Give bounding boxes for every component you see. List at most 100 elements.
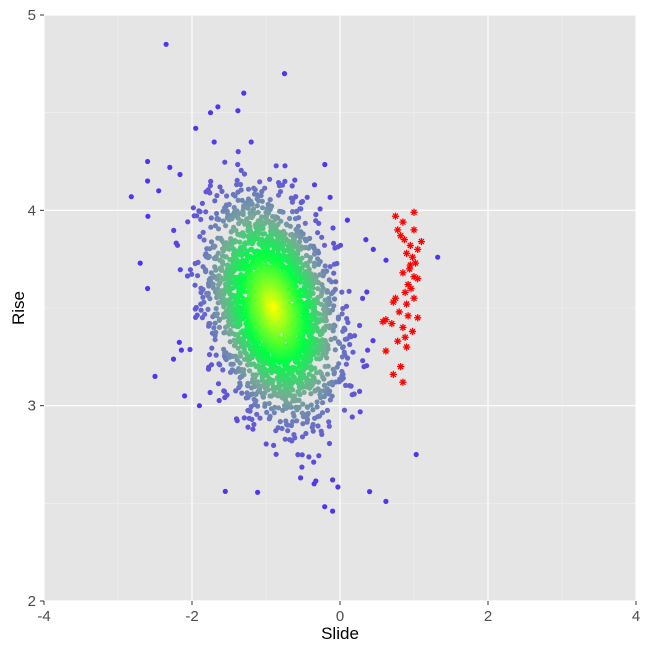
data-point [244,390,250,396]
data-point [298,475,304,481]
data-point [281,248,287,255]
data-point [260,225,266,232]
data-point [208,178,214,184]
data-point [212,243,218,249]
data-point [268,224,274,230]
data-point [282,231,288,237]
data-point [350,349,356,355]
data-point [315,294,321,301]
data-point [277,419,283,425]
data-point [221,388,227,394]
data-point [282,178,288,184]
data-point [339,289,345,295]
data-point [265,355,271,361]
data-point [343,361,349,367]
asterisk-stroke [403,250,410,257]
data-point [259,214,265,220]
y-axis-ticks: 2 3 4 5 [28,7,44,610]
x-tick-label: 4 [632,608,640,625]
data-point [345,319,351,326]
data-point [332,245,338,251]
data-point [213,329,219,335]
data-point [260,364,266,370]
data-point [207,296,213,302]
highlight-point [400,236,408,244]
data-point [200,229,206,235]
data-point [347,383,353,389]
data-point [301,389,307,395]
data-point [435,254,441,260]
data-point [223,223,229,229]
data-point [247,408,253,414]
data-point [222,329,228,335]
data-point [331,261,337,267]
data-point [203,209,209,215]
data-point [328,291,334,297]
data-point [184,273,191,279]
data-point [311,182,318,188]
data-point [195,273,201,279]
data-point [322,504,328,510]
data-point [185,219,191,225]
highlight-point [399,378,407,386]
data-point [226,201,232,207]
data-point [262,401,268,407]
asterisk-stroke [411,273,417,280]
data-point [357,388,363,394]
highlight-points [379,208,425,386]
data-point [194,312,200,318]
data-point [288,232,294,238]
data-point [145,213,151,219]
data-point [319,234,325,240]
data-point [255,379,261,385]
data-point [303,252,310,259]
data-point [176,339,182,345]
highlight-point [394,226,402,234]
data-point [237,350,243,356]
data-point [215,381,222,387]
data-point [365,347,371,353]
data-point [241,245,247,251]
data-point [281,71,288,77]
data-point [328,336,334,343]
data-point [357,409,363,415]
asterisk-stroke [399,324,406,331]
data-point [342,336,348,342]
highlight-point [389,370,397,378]
data-point [339,311,345,317]
data-point [235,189,241,195]
data-point [276,365,282,371]
highlight-point [397,363,405,371]
data-point [212,198,218,204]
data-point [275,405,282,411]
data-point [315,286,321,292]
data-point [361,364,367,370]
y-tick-label: 4 [28,202,36,219]
data-point [250,426,256,432]
data-point [182,393,188,399]
highlight-point [379,318,387,326]
data-point [327,194,333,200]
data-point [260,382,266,388]
data-point [227,339,233,345]
data-point [263,441,269,447]
data-point [292,177,298,183]
data-point [219,188,225,194]
y-tick-label: 5 [28,7,36,24]
data-point [321,242,328,248]
data-point [178,347,184,353]
data-point [217,362,223,368]
data-point [289,199,295,205]
data-point [205,306,211,312]
data-point [237,181,244,188]
data-points [128,41,441,514]
data-point [324,371,331,377]
data-point [271,305,277,311]
data-point [224,193,230,199]
data-point [235,215,241,221]
data-point [220,367,226,373]
data-point [241,171,248,177]
data-point [233,238,239,244]
data-point [279,425,285,432]
data-point [313,478,319,484]
